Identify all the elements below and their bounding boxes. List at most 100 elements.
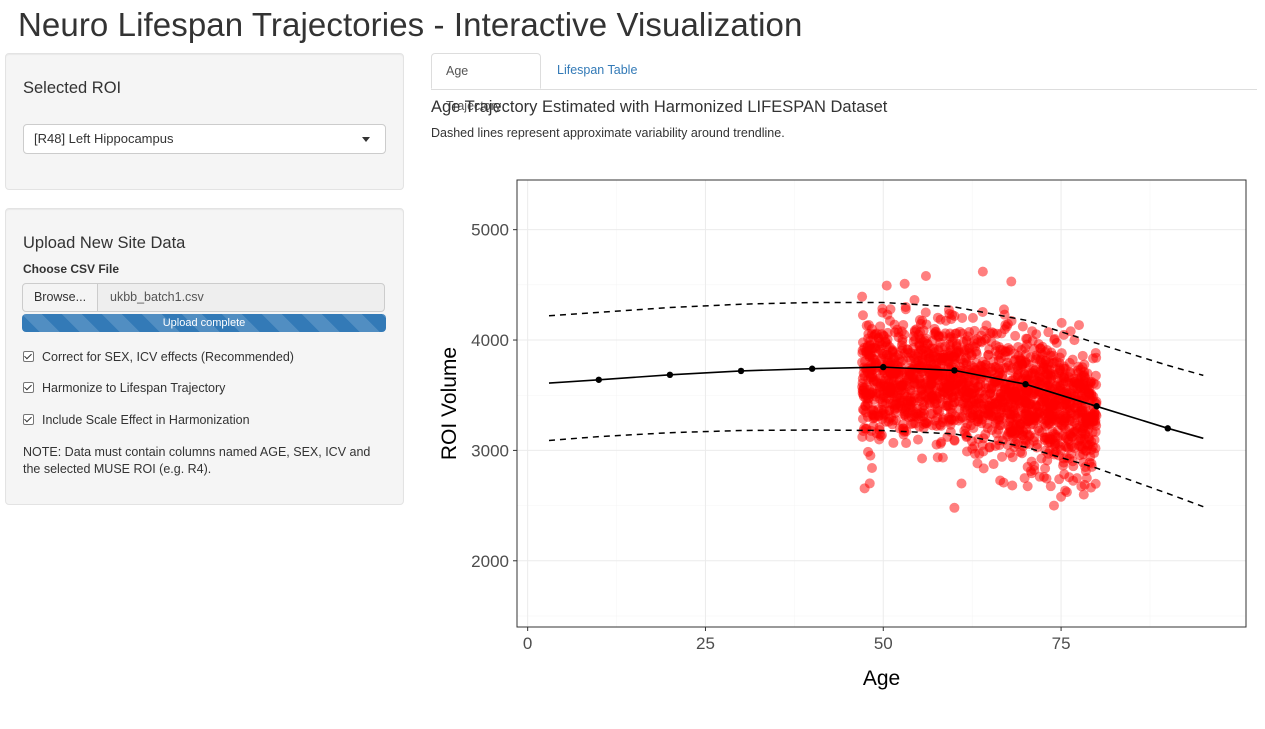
scatter-point [1077,405,1088,416]
scatter-point [1075,379,1086,390]
scatter-point [1054,380,1065,391]
scatter-point [949,435,960,446]
checkbox-correct-sex-icv[interactable]: Correct for SEX, ICV effects (Recommende… [23,350,294,364]
checkbox-checked-icon[interactable] [23,351,34,362]
scatter-point [1020,435,1031,446]
scatter-point [951,348,962,359]
scatter-point [896,345,907,356]
scatter-point [888,437,899,448]
scatter-point [990,415,1001,426]
scatter-point [1045,481,1056,492]
scatter-point [920,271,931,282]
scatter-point [967,312,978,323]
scatter-point [896,381,907,392]
scatter-point [857,357,868,368]
roi-panel-title: Selected ROI [23,79,122,97]
scatter-point [1053,450,1064,461]
scatter-point [949,310,960,321]
scatter-point [1058,410,1069,421]
scatter-point [960,422,971,433]
scatter-point [1066,448,1077,459]
scatter-point [1088,353,1099,364]
scatter-point [1077,350,1088,361]
scatter-point [1014,355,1025,366]
scatter-point [882,334,893,345]
checkbox-checked-icon[interactable] [23,382,34,393]
file-input-label: Choose CSV File [23,262,120,276]
checkbox-harmonize[interactable]: Harmonize to Lifespan Trajectory [23,381,225,395]
checkbox-label: Harmonize to Lifespan Trajectory [42,381,226,395]
scatter-point [857,381,868,392]
scatter-point [981,369,992,380]
scatter-point [949,502,960,513]
scatter-point [1002,440,1013,451]
scatter-point [995,392,1006,403]
scatter-point [913,434,924,445]
scatter-point [1004,409,1015,420]
scatter-point [969,448,980,459]
scatter-point [1017,321,1028,332]
roi-select[interactable]: [R48] Left Hippocampus [23,124,386,154]
trend-marker [595,376,602,383]
upload-panel: Upload New Site Data Choose CSV File Bro… [5,208,404,505]
scatter-point [977,266,988,277]
scatter-point [957,312,968,323]
scatter-point [958,357,969,368]
scatter-point [1090,478,1101,489]
scatter-points [857,266,1102,513]
scatter-point [1079,370,1090,381]
y-tick-label: 3000 [471,441,509,460]
scatter-point [969,325,980,336]
scatter-point [961,446,972,457]
trend-marker [880,363,887,371]
scatter-point [1053,432,1064,443]
scatter-point [1056,419,1067,430]
scatter-point [947,337,958,348]
scatter-point [962,376,973,387]
scatter-point [1051,356,1062,367]
scatter-point [889,404,900,415]
tab-age-trajectory[interactable]: Age Trajectory [431,53,541,113]
scatter-point [930,381,941,392]
upload-progress-bar: Upload complete [22,314,386,332]
scatter-point [875,321,886,332]
caret-down-icon [362,137,370,142]
scatter-point [1009,428,1020,439]
scatter-point [1072,473,1083,484]
upload-progress-text: Upload complete [162,317,246,329]
scatter-point [857,310,868,321]
checkbox-scale-effect[interactable]: Include Scale Effect in Harmonization [23,413,250,427]
roi-select-value: [R48] Left Hippocampus [34,131,174,146]
tab-lifespan-table[interactable]: Lifespan Table [557,63,638,77]
scatter-point [1021,424,1032,435]
scatter-point [1010,330,1021,341]
roi-panel: Selected ROI [R48] Left Hippocampus [5,53,404,190]
app-title: Neuro Lifespan Trajectories - Interactiv… [18,6,803,43]
scatter-point [980,429,991,440]
trend-marker [666,371,674,379]
scatter-point [931,398,942,409]
scatter-point [1089,414,1100,425]
y-tick-label: 4000 [471,331,509,350]
scatter-point [1006,276,1017,287]
browse-button[interactable]: Browse... [22,283,98,312]
scatter-point [958,396,969,407]
scatter-point [1063,387,1074,398]
scatter-point [869,411,880,422]
scatter-point [903,352,914,363]
checkbox-checked-icon[interactable] [23,414,34,425]
scatter-point [996,407,1007,418]
x-tick-label: 0 [523,634,532,653]
scatter-point [995,475,1006,486]
y-tick-label: 2000 [471,552,509,571]
scatter-point [978,446,989,457]
scatter-point [909,294,920,305]
upper-variability-line [548,301,1204,377]
scatter-point [865,450,876,461]
scatter-point [1043,327,1054,338]
scatter-point [1048,500,1059,511]
scatter-point [981,320,992,331]
file-name-field[interactable]: ukbb_batch1.csv [97,283,385,312]
scatter-point [901,438,912,449]
scatter-point [908,369,919,380]
